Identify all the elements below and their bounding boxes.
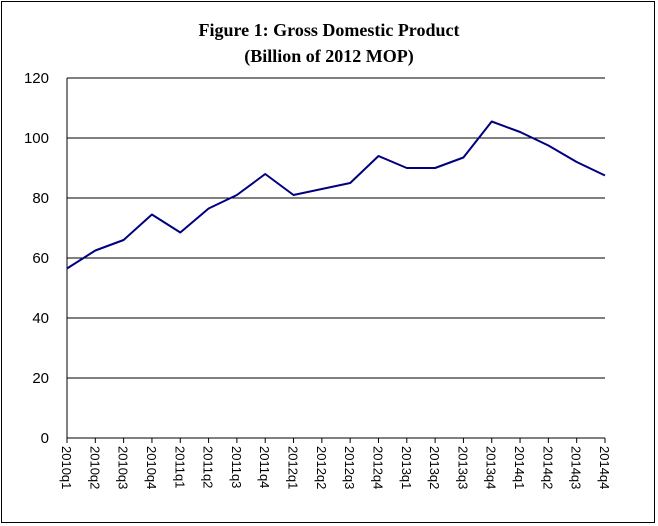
gridlines (67, 77, 605, 379)
x-tick-label-2012q3: 2012q3 (342, 446, 357, 489)
axes (66, 78, 606, 443)
x-tick-label-2010q4: 2010q4 (144, 446, 159, 489)
x-tick-label-2011q2: 2011q2 (201, 446, 216, 488)
y-tick-label-20: 20 (32, 370, 49, 387)
x-tick-label-2014q2: 2014q2 (540, 446, 555, 489)
y-tick-label-80: 80 (32, 190, 49, 207)
x-axis-ticks: 2010q1 2010q2 2010q3 2010q4 2011q1 2011q2 2011… (59, 446, 612, 489)
y-tick-label-0: 0 (41, 430, 49, 447)
x-tick-label-2010q3: 2010q3 (116, 446, 131, 489)
y-tick-label-120: 120 (24, 70, 49, 87)
chart-subtitle: (Billion of 2012 MOP) (244, 46, 414, 66)
x-tick-label-2012q1: 2012q1 (286, 446, 301, 489)
x-tick-label-2013q1: 2013q1 (399, 446, 414, 489)
y-tick-label-100: 100 (24, 130, 49, 147)
x-tick-label-2010q2: 2010q2 (87, 446, 102, 489)
y-tick-label-60: 60 (32, 250, 49, 267)
x-tick-label-2011q1: 2011q1 (172, 446, 187, 488)
x-tick-label-2011q4: 2011q4 (257, 446, 272, 488)
y-axis-ticks: 0 20 40 60 80 100 120 (24, 70, 49, 447)
series-line-0 (66, 120, 606, 270)
x-tick-label-2014q1: 2014q1 (512, 446, 527, 489)
chart-title: Figure 1: Gross Domestic Product (198, 20, 460, 40)
x-tick-label-2012q2: 2012q2 (314, 446, 329, 489)
x-tick-label-2014q4: 2014q4 (597, 446, 612, 489)
x-tick-label-2011q3: 2011q3 (229, 446, 244, 488)
y-tick-label-40: 40 (32, 310, 49, 327)
series-lines (66, 120, 606, 270)
x-tick-label-2014q3: 2014q3 (569, 446, 584, 489)
x-tick-label-2010q1: 2010q1 (59, 446, 74, 489)
x-tick-label-2013q4: 2013q4 (484, 446, 499, 489)
x-tick-label-2013q2: 2013q2 (427, 446, 442, 489)
x-tick-label-2013q3: 2013q3 (455, 446, 470, 489)
x-tick-label-2012q4: 2012q4 (370, 446, 385, 489)
